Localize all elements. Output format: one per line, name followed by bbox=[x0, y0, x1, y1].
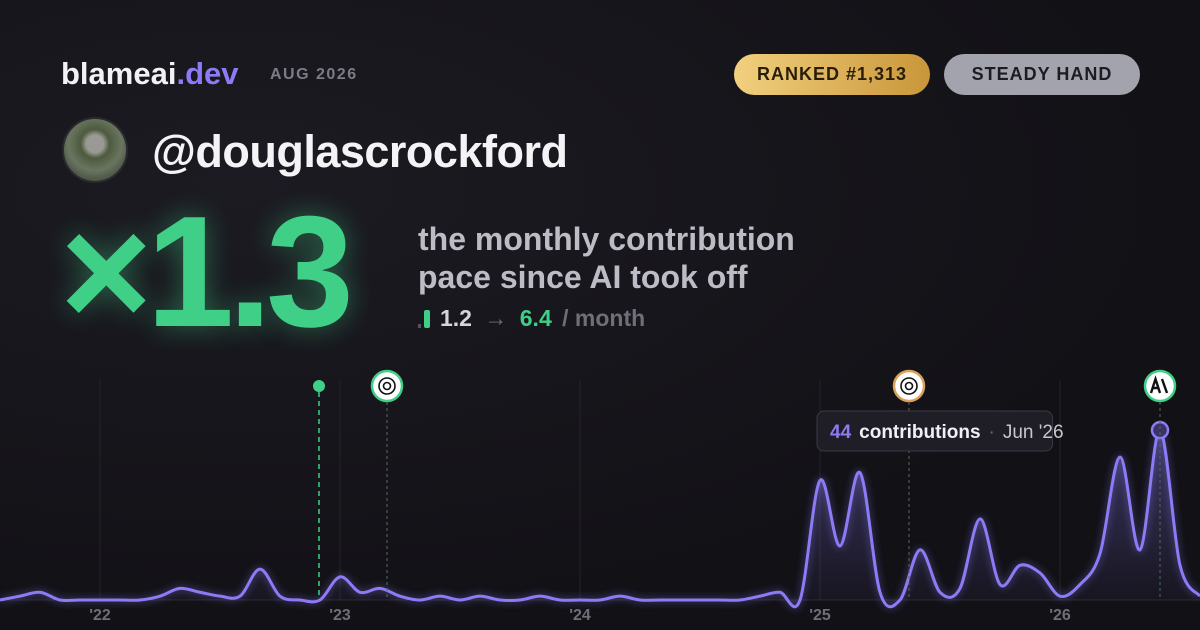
description-line: pace since AI took off bbox=[418, 259, 748, 295]
anthropic-logo bbox=[1149, 375, 1169, 394]
style-badge: STEADY HAND bbox=[944, 54, 1140, 95]
openai-logo bbox=[378, 377, 396, 395]
pace-icon bbox=[418, 324, 421, 328]
pace-row: 1.2 → 6.4 / month bbox=[418, 305, 645, 332]
multiplier: ×1.3 bbox=[60, 184, 354, 360]
brand-name: blameai bbox=[61, 56, 177, 91]
tooltip-label: contributions bbox=[859, 422, 980, 443]
tooltip-text: 44 contributions · Jun '26 bbox=[830, 422, 1064, 443]
event-dot bbox=[313, 380, 325, 392]
handle: @douglascrockford bbox=[152, 126, 568, 177]
avatar bbox=[62, 117, 128, 183]
area-line bbox=[0, 428, 1200, 609]
brand: blameai.dev bbox=[61, 56, 238, 92]
pace-icon bbox=[424, 310, 430, 328]
tooltip-value: 44 bbox=[830, 422, 852, 443]
highlight-point bbox=[1150, 420, 1170, 440]
x-tick-label: '25 bbox=[809, 607, 831, 624]
openai-logo bbox=[900, 377, 918, 395]
x-tick-label: '22 bbox=[89, 607, 111, 624]
pace-before: 1.2 bbox=[440, 305, 472, 331]
pace-after: 6.4 bbox=[519, 305, 552, 331]
date: AUG 2026 bbox=[270, 66, 358, 83]
openai-icon bbox=[892, 369, 926, 403]
pace-unit: / month bbox=[562, 305, 646, 331]
event-markers bbox=[313, 369, 1177, 600]
anthropic-icon bbox=[1143, 369, 1177, 403]
tooltip-box bbox=[816, 410, 1054, 452]
tooltip: 44 contributions · Jun '26 bbox=[816, 410, 1064, 452]
tooltip-separator: · bbox=[989, 422, 995, 443]
description-line: the monthly contribution bbox=[418, 221, 795, 257]
area-fill bbox=[0, 430, 1200, 607]
pace-arrow: → bbox=[484, 305, 508, 331]
rank-badge: RANKED #1,313 bbox=[734, 54, 930, 95]
x-tick-label: '24 bbox=[569, 607, 591, 624]
openai-icon bbox=[370, 369, 404, 403]
description: the monthly contribution pace since AI to… bbox=[418, 220, 795, 296]
x-tick-label: '26 bbox=[1049, 607, 1071, 624]
x-tick-label: '23 bbox=[329, 607, 351, 624]
brand-tld: .dev bbox=[176, 56, 239, 91]
tooltip-date: Jun '26 bbox=[1003, 422, 1064, 443]
